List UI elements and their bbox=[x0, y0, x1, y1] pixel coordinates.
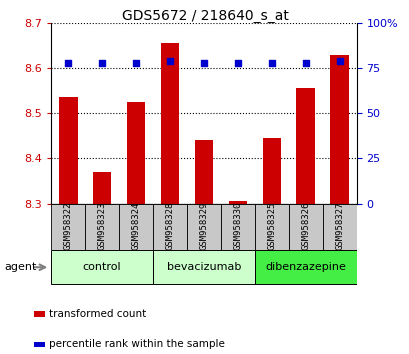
Text: GSM958322: GSM958322 bbox=[63, 201, 72, 250]
Text: GSM958327: GSM958327 bbox=[335, 201, 344, 250]
Bar bbox=[34, 342, 45, 347]
Text: GSM958330: GSM958330 bbox=[233, 201, 242, 250]
Bar bbox=[220, 204, 254, 250]
Bar bbox=[59, 97, 77, 204]
Bar bbox=[51, 250, 153, 284]
Bar bbox=[153, 204, 187, 250]
Bar bbox=[187, 204, 220, 250]
Bar bbox=[126, 102, 145, 204]
Text: dibenzazepine: dibenzazepine bbox=[265, 262, 345, 272]
Point bbox=[133, 60, 139, 65]
Point bbox=[200, 60, 207, 65]
Bar bbox=[228, 201, 247, 204]
Point bbox=[166, 58, 173, 64]
Text: GSM958325: GSM958325 bbox=[267, 201, 276, 250]
Bar bbox=[51, 204, 85, 250]
Bar bbox=[322, 204, 356, 250]
Text: percentile rank within the sample: percentile rank within the sample bbox=[49, 339, 224, 349]
Point bbox=[268, 60, 274, 65]
Bar bbox=[85, 204, 119, 250]
Bar bbox=[296, 88, 315, 204]
Bar bbox=[254, 204, 288, 250]
Bar bbox=[330, 55, 348, 204]
Point bbox=[234, 60, 240, 65]
Bar bbox=[119, 204, 153, 250]
Bar bbox=[194, 141, 213, 204]
Point bbox=[65, 60, 71, 65]
Bar bbox=[92, 172, 111, 204]
Text: GDS5672 / 218640_s_at: GDS5672 / 218640_s_at bbox=[121, 9, 288, 23]
Text: agent: agent bbox=[4, 262, 36, 272]
Text: bevacizumab: bevacizumab bbox=[166, 262, 240, 272]
Text: GSM958324: GSM958324 bbox=[131, 201, 140, 250]
Bar bbox=[288, 204, 322, 250]
Bar bbox=[254, 250, 356, 284]
Bar bbox=[160, 43, 179, 204]
Bar bbox=[153, 250, 254, 284]
Text: GSM958326: GSM958326 bbox=[301, 201, 310, 250]
Text: control: control bbox=[83, 262, 121, 272]
Text: transformed count: transformed count bbox=[49, 309, 146, 319]
Text: GSM958323: GSM958323 bbox=[97, 201, 106, 250]
Point bbox=[302, 60, 308, 65]
Text: GSM958329: GSM958329 bbox=[199, 201, 208, 250]
Bar bbox=[262, 138, 281, 204]
Point bbox=[99, 60, 105, 65]
Text: GSM958328: GSM958328 bbox=[165, 201, 174, 250]
Point bbox=[336, 58, 342, 64]
Bar bbox=[34, 311, 45, 316]
